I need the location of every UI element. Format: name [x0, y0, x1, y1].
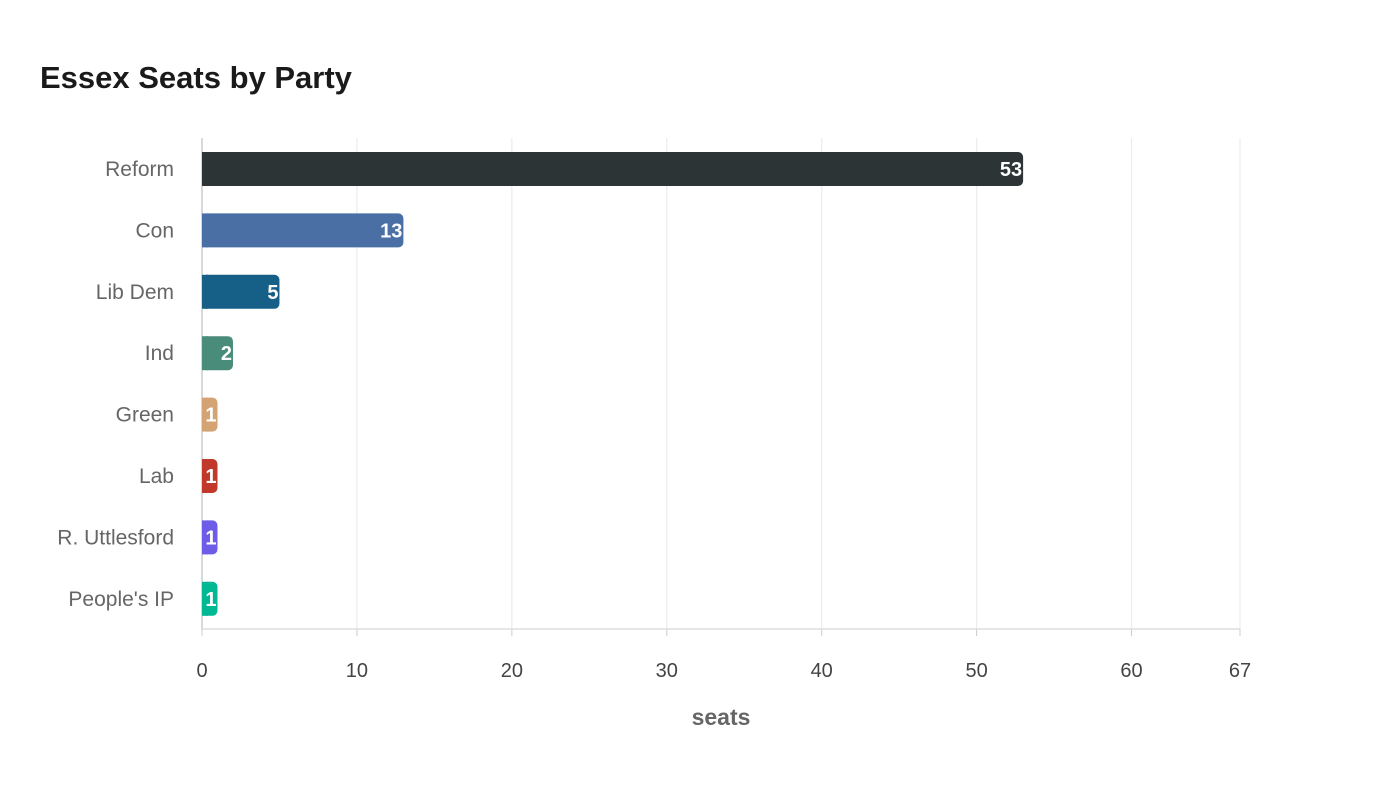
x-tick-label: 50	[966, 660, 988, 682]
bar-base	[202, 213, 208, 248]
category-label: Reform	[105, 158, 174, 181]
category-label: Lib Dem	[96, 281, 174, 304]
data-label: 53	[1000, 159, 1022, 181]
bar	[202, 336, 233, 371]
x-axis-title: seats	[692, 704, 751, 730]
x-tick-label: 60	[1120, 660, 1142, 682]
x-tick-label: 67	[1229, 660, 1251, 682]
data-label: 1	[205, 466, 216, 488]
data-label: 5	[267, 282, 278, 304]
bar-base	[202, 397, 208, 432]
bar-base	[202, 274, 208, 309]
category-label: Green	[116, 404, 174, 427]
labels: Reform 53 Con 13 Lib Dem 5 Ind 2 Green 1 Lab 1 R. Ut…	[57, 158, 1022, 611]
category-label: People's IP	[68, 588, 174, 611]
category-label: Ind	[145, 342, 174, 365]
bar	[202, 213, 404, 248]
x-tick-label: 30	[656, 660, 678, 682]
data-label: 1	[205, 589, 216, 611]
bar-base	[202, 581, 208, 616]
category-label: Con	[135, 219, 174, 242]
grid	[201, 138, 1241, 629]
bar-base	[202, 152, 208, 186]
data-label: 1	[205, 527, 216, 549]
category-label: Lab	[139, 465, 174, 488]
category-label: R. Uttlesford	[57, 526, 174, 549]
bar-base	[202, 336, 208, 371]
bar-base	[202, 520, 208, 555]
data-label: 13	[380, 220, 402, 242]
x-tick-label: 0	[196, 660, 207, 682]
bars	[202, 152, 1024, 616]
bar	[202, 152, 1024, 186]
x-tick-label: 20	[501, 660, 523, 682]
chart-title: Essex Seats by Party	[40, 60, 352, 95]
data-label: 2	[221, 343, 232, 365]
axes: 0 10 20 30 40 50 60 67 seats	[196, 628, 1251, 730]
x-tick-label: 40	[811, 660, 833, 682]
bar-base	[202, 459, 208, 493]
x-tick-label: 10	[346, 660, 368, 682]
bar	[202, 274, 280, 309]
data-label: 1	[205, 405, 216, 427]
